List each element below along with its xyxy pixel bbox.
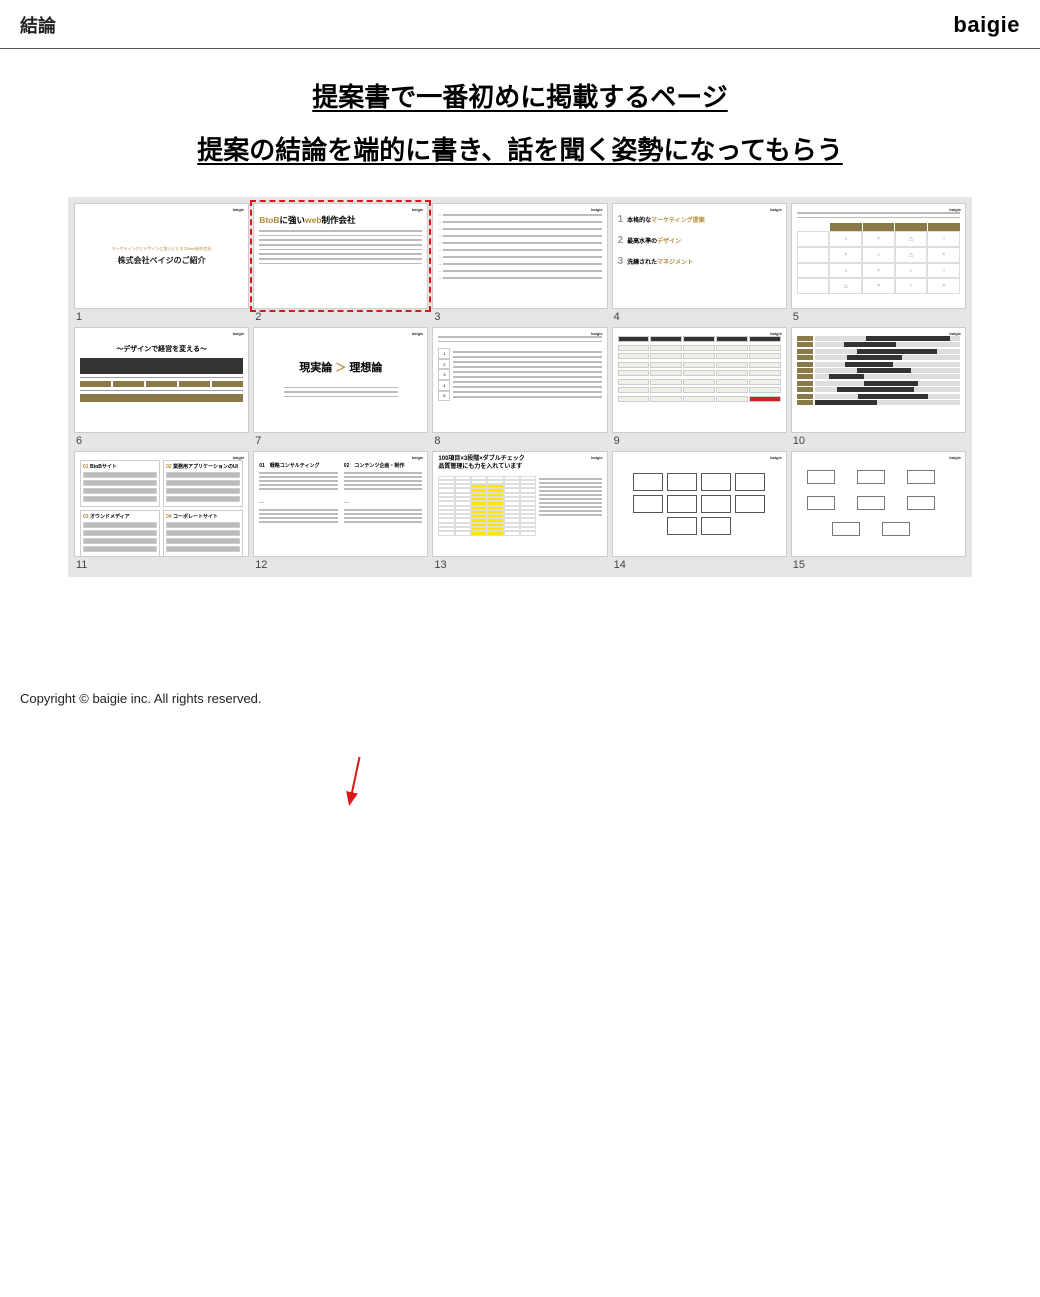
- slide-thumbnail[interactable]: baigie123458: [432, 327, 607, 447]
- slide-thumbnail[interactable]: baigie01 BtoBサイト02 業務用アプリケーションのUI03 オウンド…: [74, 451, 249, 571]
- slide-thumbnail[interactable]: baigie9: [612, 327, 787, 447]
- page-number: 8: [432, 433, 607, 447]
- page-number: 1: [74, 309, 249, 323]
- page-number: 5: [791, 309, 966, 323]
- slide-thumbnail[interactable]: baigie15: [791, 451, 966, 571]
- page-number: 13: [432, 557, 607, 571]
- slide-thumbnail[interactable]: baigie○×△○×○△×○×○○△×○×5: [791, 203, 966, 323]
- slide-thumbnail[interactable]: baigie～デザインで経営を変える～6: [74, 327, 249, 447]
- page-number: 6: [74, 433, 249, 447]
- headline-2: 提案の結論を端的に書き、話を聞く姿勢になってもらう: [197, 130, 843, 167]
- page-number: 14: [612, 557, 787, 571]
- page-number: 10: [791, 433, 966, 447]
- page-number: 7: [253, 433, 428, 447]
- page-number: 12: [253, 557, 428, 571]
- slide-thumbnail[interactable]: baigie——————————3: [432, 203, 607, 323]
- slide-grid-container: baigieマーケティングとデザインに強いビジネスWeb制作会社株式会社ベイジの…: [68, 197, 972, 577]
- slide-thumbnail[interactable]: baigie14: [612, 451, 787, 571]
- section-title: 結論: [20, 12, 56, 38]
- page-number: 2: [253, 309, 428, 323]
- brand-logo: baigie: [953, 12, 1020, 38]
- arrow: [0, 577, 1040, 1297]
- slide-grid: baigieマーケティングとデザインに強いビジネスWeb制作会社株式会社ベイジの…: [74, 203, 966, 571]
- slide-thumbnail[interactable]: baigie現実論 ＞ 理想論7: [253, 327, 428, 447]
- slide-thumbnail[interactable]: baigie1本格的なマーケティング提案2最高水準のデザイン3洗練されたマネジメ…: [612, 203, 787, 323]
- header: 結論 baigie: [0, 0, 1040, 49]
- slide-thumbnail[interactable]: baigie10: [791, 327, 966, 447]
- page-number: 9: [612, 433, 787, 447]
- page-number: 15: [791, 557, 966, 571]
- headline-1: 提案書で一番初めに掲載するページ: [0, 77, 1040, 114]
- slide-thumbnail[interactable]: baigieBtoBに強いweb制作会社2: [253, 203, 428, 323]
- headlines: 提案書で一番初めに掲載するページ 提案の結論を端的に書き、話を聞く姿勢になっても…: [0, 77, 1040, 167]
- page-number: 4: [612, 309, 787, 323]
- copyright: Copyright © baigie inc. All rights reser…: [20, 691, 262, 706]
- page-number: 11: [74, 557, 249, 571]
- slide-thumbnail[interactable]: baigie100項目×3段階×ダブルチェック 品質管理にも力を入れています13: [432, 451, 607, 571]
- page-number: 3: [432, 309, 607, 323]
- slide-thumbnail[interactable]: baigie01 戦略コンサルティング—02 コンテンツ企画・制作—12: [253, 451, 428, 571]
- slide-thumbnail[interactable]: baigieマーケティングとデザインに強いビジネスWeb制作会社株式会社ベイジの…: [74, 203, 249, 323]
